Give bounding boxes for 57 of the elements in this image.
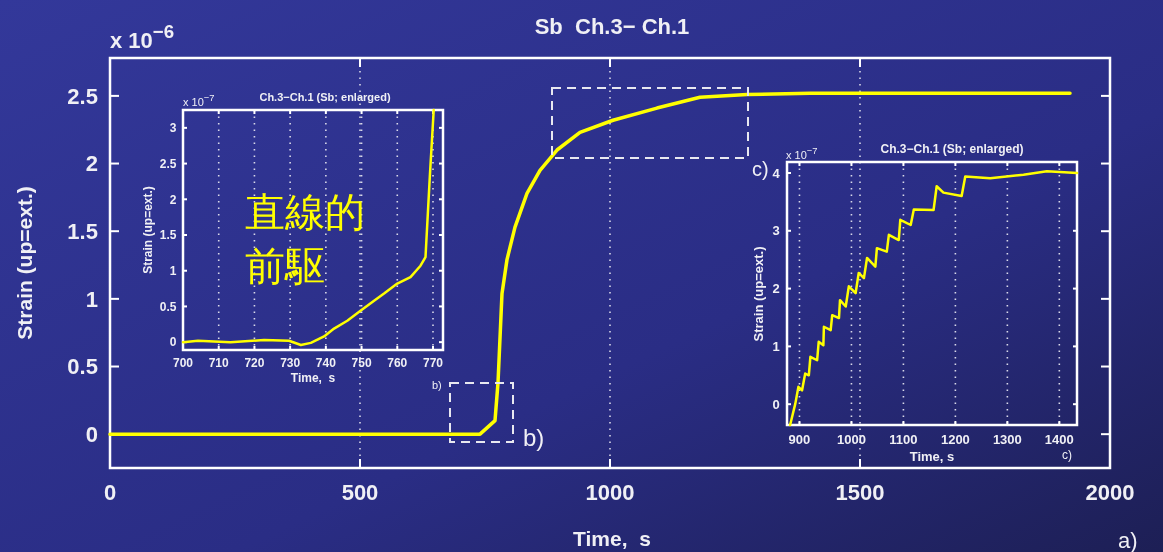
- annotation: b): [523, 424, 545, 451]
- x-tick-label: 770: [422, 356, 444, 371]
- text: a): [1118, 528, 1138, 552]
- y-tick-label: 2.5: [159, 156, 177, 171]
- chart-title: Ch.3−Ch.1 (Sb; enlarged): [880, 142, 1024, 156]
- y-tick-label: 1.5: [159, 228, 177, 243]
- x-tick-label: 750: [351, 356, 372, 371]
- line-series: [788, 170, 1079, 427]
- y-tick-label: 2: [169, 192, 177, 207]
- y-tick-label: 2: [772, 281, 780, 297]
- x-tick-label: 1100: [889, 431, 918, 447]
- text: x 10$^{−6}$: [110, 20, 175, 53]
- y-tick-label: 1: [85, 286, 98, 312]
- y-tick-label: 0: [169, 335, 177, 350]
- y-tick-label: 4: [772, 165, 781, 181]
- y-tick-label: 1: [772, 339, 780, 355]
- x-tick-label: 720: [244, 356, 265, 371]
- y-tick-label: 3: [772, 223, 780, 239]
- x-tick-label: 700: [172, 356, 194, 371]
- y-tick-label: 0.5: [159, 299, 177, 314]
- chart-title: Sb Ch.3− Ch.1: [534, 14, 690, 39]
- x-tick-label: 1200: [940, 431, 970, 447]
- y-axis-title: Strain (up=ext.): [141, 186, 155, 274]
- annotation: x 10$^{−7}$: [183, 93, 215, 108]
- x-tick-label: 0: [103, 479, 117, 505]
- annotation: c): [752, 158, 769, 180]
- y-axis-title: Strain (up=ext.): [751, 246, 766, 342]
- x-tick-label: 1500: [835, 479, 885, 505]
- x-tick-label: 1000: [585, 479, 635, 505]
- annotation: 直線的: [245, 189, 365, 235]
- x-tick-label: 1300: [992, 431, 1022, 447]
- x-axis-title: Time, s: [290, 371, 336, 385]
- x-tick-label: 500: [341, 479, 379, 505]
- x-axis-title: Time, s: [909, 449, 955, 464]
- y-tick-label: 2.5: [67, 83, 98, 109]
- x-tick-label: 1400: [1044, 431, 1074, 447]
- y-tick-label: 1: [169, 264, 177, 279]
- y-tick-label: 0.5: [67, 354, 98, 380]
- x-axis-title: Time, s: [573, 527, 651, 550]
- x-tick-label: 1000: [836, 431, 866, 447]
- y-axis-title: Strain (up=ext.): [13, 186, 36, 340]
- x-tick-label: 2000: [1085, 479, 1135, 505]
- y-tick-label: 3: [169, 121, 177, 136]
- x-tick-label: 710: [208, 356, 230, 371]
- chart-title: Ch.3−Ch.1 (Sb; enlarged): [259, 91, 391, 103]
- annotation: 前駆: [245, 243, 325, 289]
- annotation: c): [1062, 448, 1072, 462]
- annotation: x 10$^{−7}$: [786, 146, 818, 161]
- y-tick-label: 1.5: [67, 219, 98, 245]
- y-tick-label: 0: [772, 396, 780, 412]
- x-tick-label: 740: [315, 356, 337, 371]
- y-tick-label: 2: [85, 151, 98, 177]
- line-series: [181, 108, 435, 347]
- x-tick-label: 760: [387, 356, 408, 371]
- x-tick-label: 730: [280, 356, 301, 371]
- annotation: b): [432, 379, 442, 391]
- x-tick-label: 900: [788, 431, 811, 447]
